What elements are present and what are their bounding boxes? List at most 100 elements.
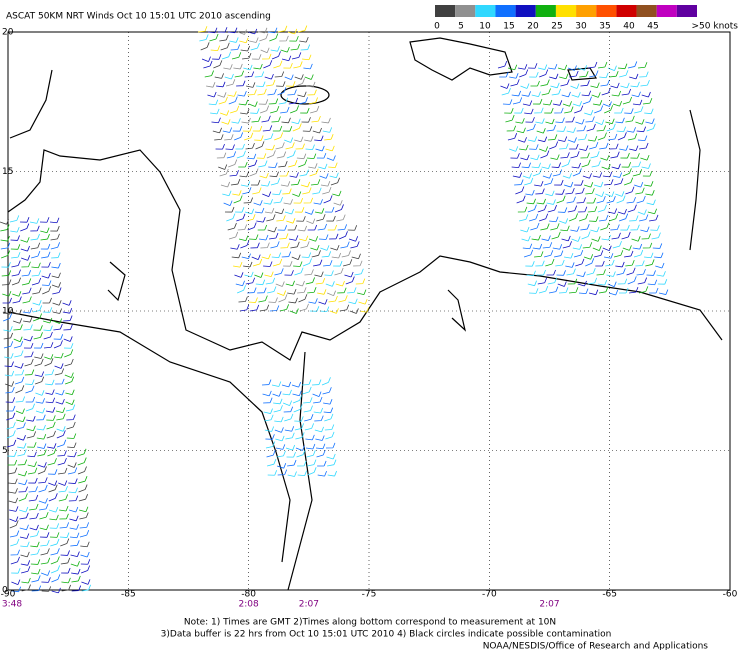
wind-barb xyxy=(295,432,305,440)
wind-barb xyxy=(595,260,605,267)
wind-barb xyxy=(279,304,290,312)
wind-barb xyxy=(47,448,57,457)
wind-barb xyxy=(333,200,343,206)
wind-barb xyxy=(214,134,224,141)
wind-barb xyxy=(565,116,575,123)
wind-barb xyxy=(238,296,248,303)
wind-barb xyxy=(11,277,21,286)
wind-barb xyxy=(9,215,20,223)
wind-barb xyxy=(311,115,321,123)
wind-barb xyxy=(273,405,283,413)
wind-barb xyxy=(273,60,283,69)
wind-barb xyxy=(276,463,287,469)
wind-barb xyxy=(635,187,645,195)
wind-barb xyxy=(522,243,533,250)
wind-barb xyxy=(576,125,587,132)
wind-barb xyxy=(614,178,624,186)
wind-barb xyxy=(204,70,214,78)
wind-barb xyxy=(284,137,294,143)
wind-barb xyxy=(313,259,323,267)
wind-barb xyxy=(229,37,239,43)
wind-barb xyxy=(34,353,44,359)
wind-barb xyxy=(585,258,595,267)
wind-barb xyxy=(54,363,64,369)
wind-barb xyxy=(68,495,79,502)
wind-barb xyxy=(600,79,610,87)
wind-barb xyxy=(625,115,635,123)
wind-barb xyxy=(278,97,289,105)
wind-barb xyxy=(602,245,612,252)
wind-barb xyxy=(40,227,50,234)
wind-barb xyxy=(247,287,257,294)
wind-barb xyxy=(249,304,260,312)
wind-barb xyxy=(262,191,272,198)
wind-barb xyxy=(54,352,64,359)
wind-barb xyxy=(587,206,598,213)
wind-barb xyxy=(219,168,229,177)
wind-barb xyxy=(616,126,627,133)
wind-barb xyxy=(49,514,59,521)
wind-barb xyxy=(21,270,32,277)
wind-barb xyxy=(565,262,575,268)
wind-barb xyxy=(285,432,295,440)
wind-barb xyxy=(532,98,543,105)
wind-barb xyxy=(316,152,327,159)
wind-barb xyxy=(53,334,64,340)
wind-barb xyxy=(290,241,300,249)
legend-label: >50 knots xyxy=(692,22,739,32)
wind-barb xyxy=(302,187,312,195)
wind-barb xyxy=(521,91,531,97)
wind-barb xyxy=(313,199,323,205)
wind-barb xyxy=(262,390,272,397)
legend-swatch xyxy=(495,5,516,17)
wind-barb xyxy=(579,145,589,151)
wind-barb xyxy=(595,191,605,197)
wind-barb xyxy=(302,54,312,61)
wind-barb xyxy=(41,280,52,286)
wind-barb xyxy=(256,216,266,223)
wind-barb xyxy=(220,110,230,116)
wind-barb xyxy=(59,513,69,520)
wind-barb xyxy=(259,33,269,42)
wind-barb xyxy=(622,96,633,105)
wind-barb xyxy=(251,254,261,260)
wind-barb xyxy=(637,135,648,141)
wind-barb xyxy=(525,261,535,267)
wind-barb xyxy=(287,289,297,295)
wind-barb xyxy=(341,250,351,258)
wind-barb xyxy=(554,179,564,186)
wind-barb xyxy=(63,336,73,342)
wind-barb xyxy=(44,358,54,367)
wind-barb xyxy=(274,71,285,78)
wind-barb xyxy=(317,460,327,467)
wind-barb xyxy=(4,370,15,377)
wind-barb xyxy=(550,82,560,89)
wind-barb xyxy=(55,378,65,385)
wind-barb xyxy=(36,414,46,421)
wind-barb xyxy=(264,414,274,422)
wind-barb xyxy=(517,206,528,213)
wind-barb xyxy=(23,342,34,349)
wind-barb xyxy=(289,308,299,314)
wind-barb xyxy=(33,342,44,349)
wind-barb xyxy=(9,520,19,529)
wind-barb xyxy=(621,231,631,240)
wind-barb xyxy=(630,153,640,159)
wind-barb xyxy=(290,43,301,51)
wind-barb xyxy=(265,277,276,285)
wind-barb xyxy=(22,296,32,304)
wind-barb xyxy=(586,268,596,276)
wind-barb xyxy=(274,132,284,141)
wind-barb xyxy=(637,277,648,285)
wind-barb xyxy=(325,145,335,152)
wind-barb xyxy=(230,44,241,51)
wind-barb xyxy=(71,575,81,583)
wind-barb xyxy=(254,135,264,141)
wind-barb xyxy=(287,28,298,35)
legend-label: 40 xyxy=(623,22,635,32)
wind-barb xyxy=(524,177,534,186)
wind-barb xyxy=(270,178,281,186)
wind-barb xyxy=(47,443,57,449)
wind-barb xyxy=(244,132,254,141)
